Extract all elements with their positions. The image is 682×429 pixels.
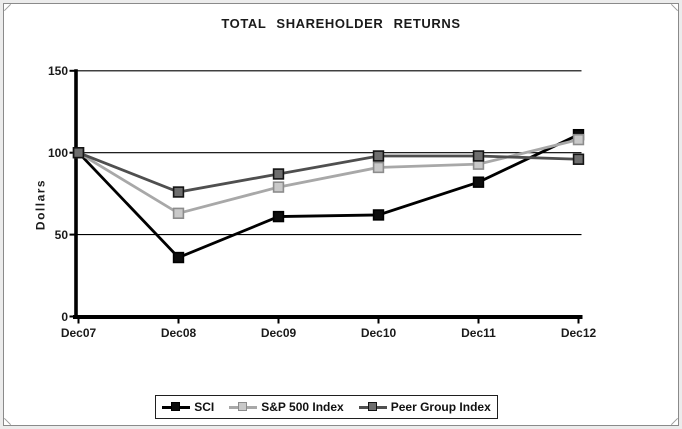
x-tick-label: Dec08 <box>160 325 197 340</box>
legend-label: S&P 500 Index <box>261 400 344 414</box>
chart-panel: TOTAL SHAREHOLDER RETURNS Dollars 150 100… <box>3 3 679 426</box>
x-tick-label: Dec12 <box>560 325 597 340</box>
legend-entry-peer-group: Peer Group Index <box>358 400 491 414</box>
y-tick-label: 150 <box>47 63 68 78</box>
y-tick-label: 50 <box>54 227 68 242</box>
sp500-line-marker-icon <box>229 402 258 412</box>
legend-entry-sp500: S&P 500 Index <box>229 400 344 414</box>
x-tick-label: Dec07 <box>60 325 97 340</box>
plot-area <box>69 69 585 324</box>
x-tick-label: Dec11 <box>461 325 496 340</box>
sci-line-marker-icon <box>162 402 191 412</box>
legend-label: Peer Group Index <box>390 400 491 414</box>
legend-entry-sci: SCI <box>162 400 214 414</box>
y-tick-label: 100 <box>47 145 68 160</box>
x-tick-label: Dec09 <box>260 325 297 340</box>
peer-group-line-marker-icon <box>358 402 387 412</box>
chart-title: TOTAL SHAREHOLDER RETURNS <box>221 16 461 31</box>
legend: SCI S&P 500 Index Peer Group Index <box>155 395 498 419</box>
legend-label: SCI <box>194 400 215 414</box>
y-tick-label: 0 <box>61 309 68 324</box>
x-tick-label: Dec10 <box>360 325 397 340</box>
